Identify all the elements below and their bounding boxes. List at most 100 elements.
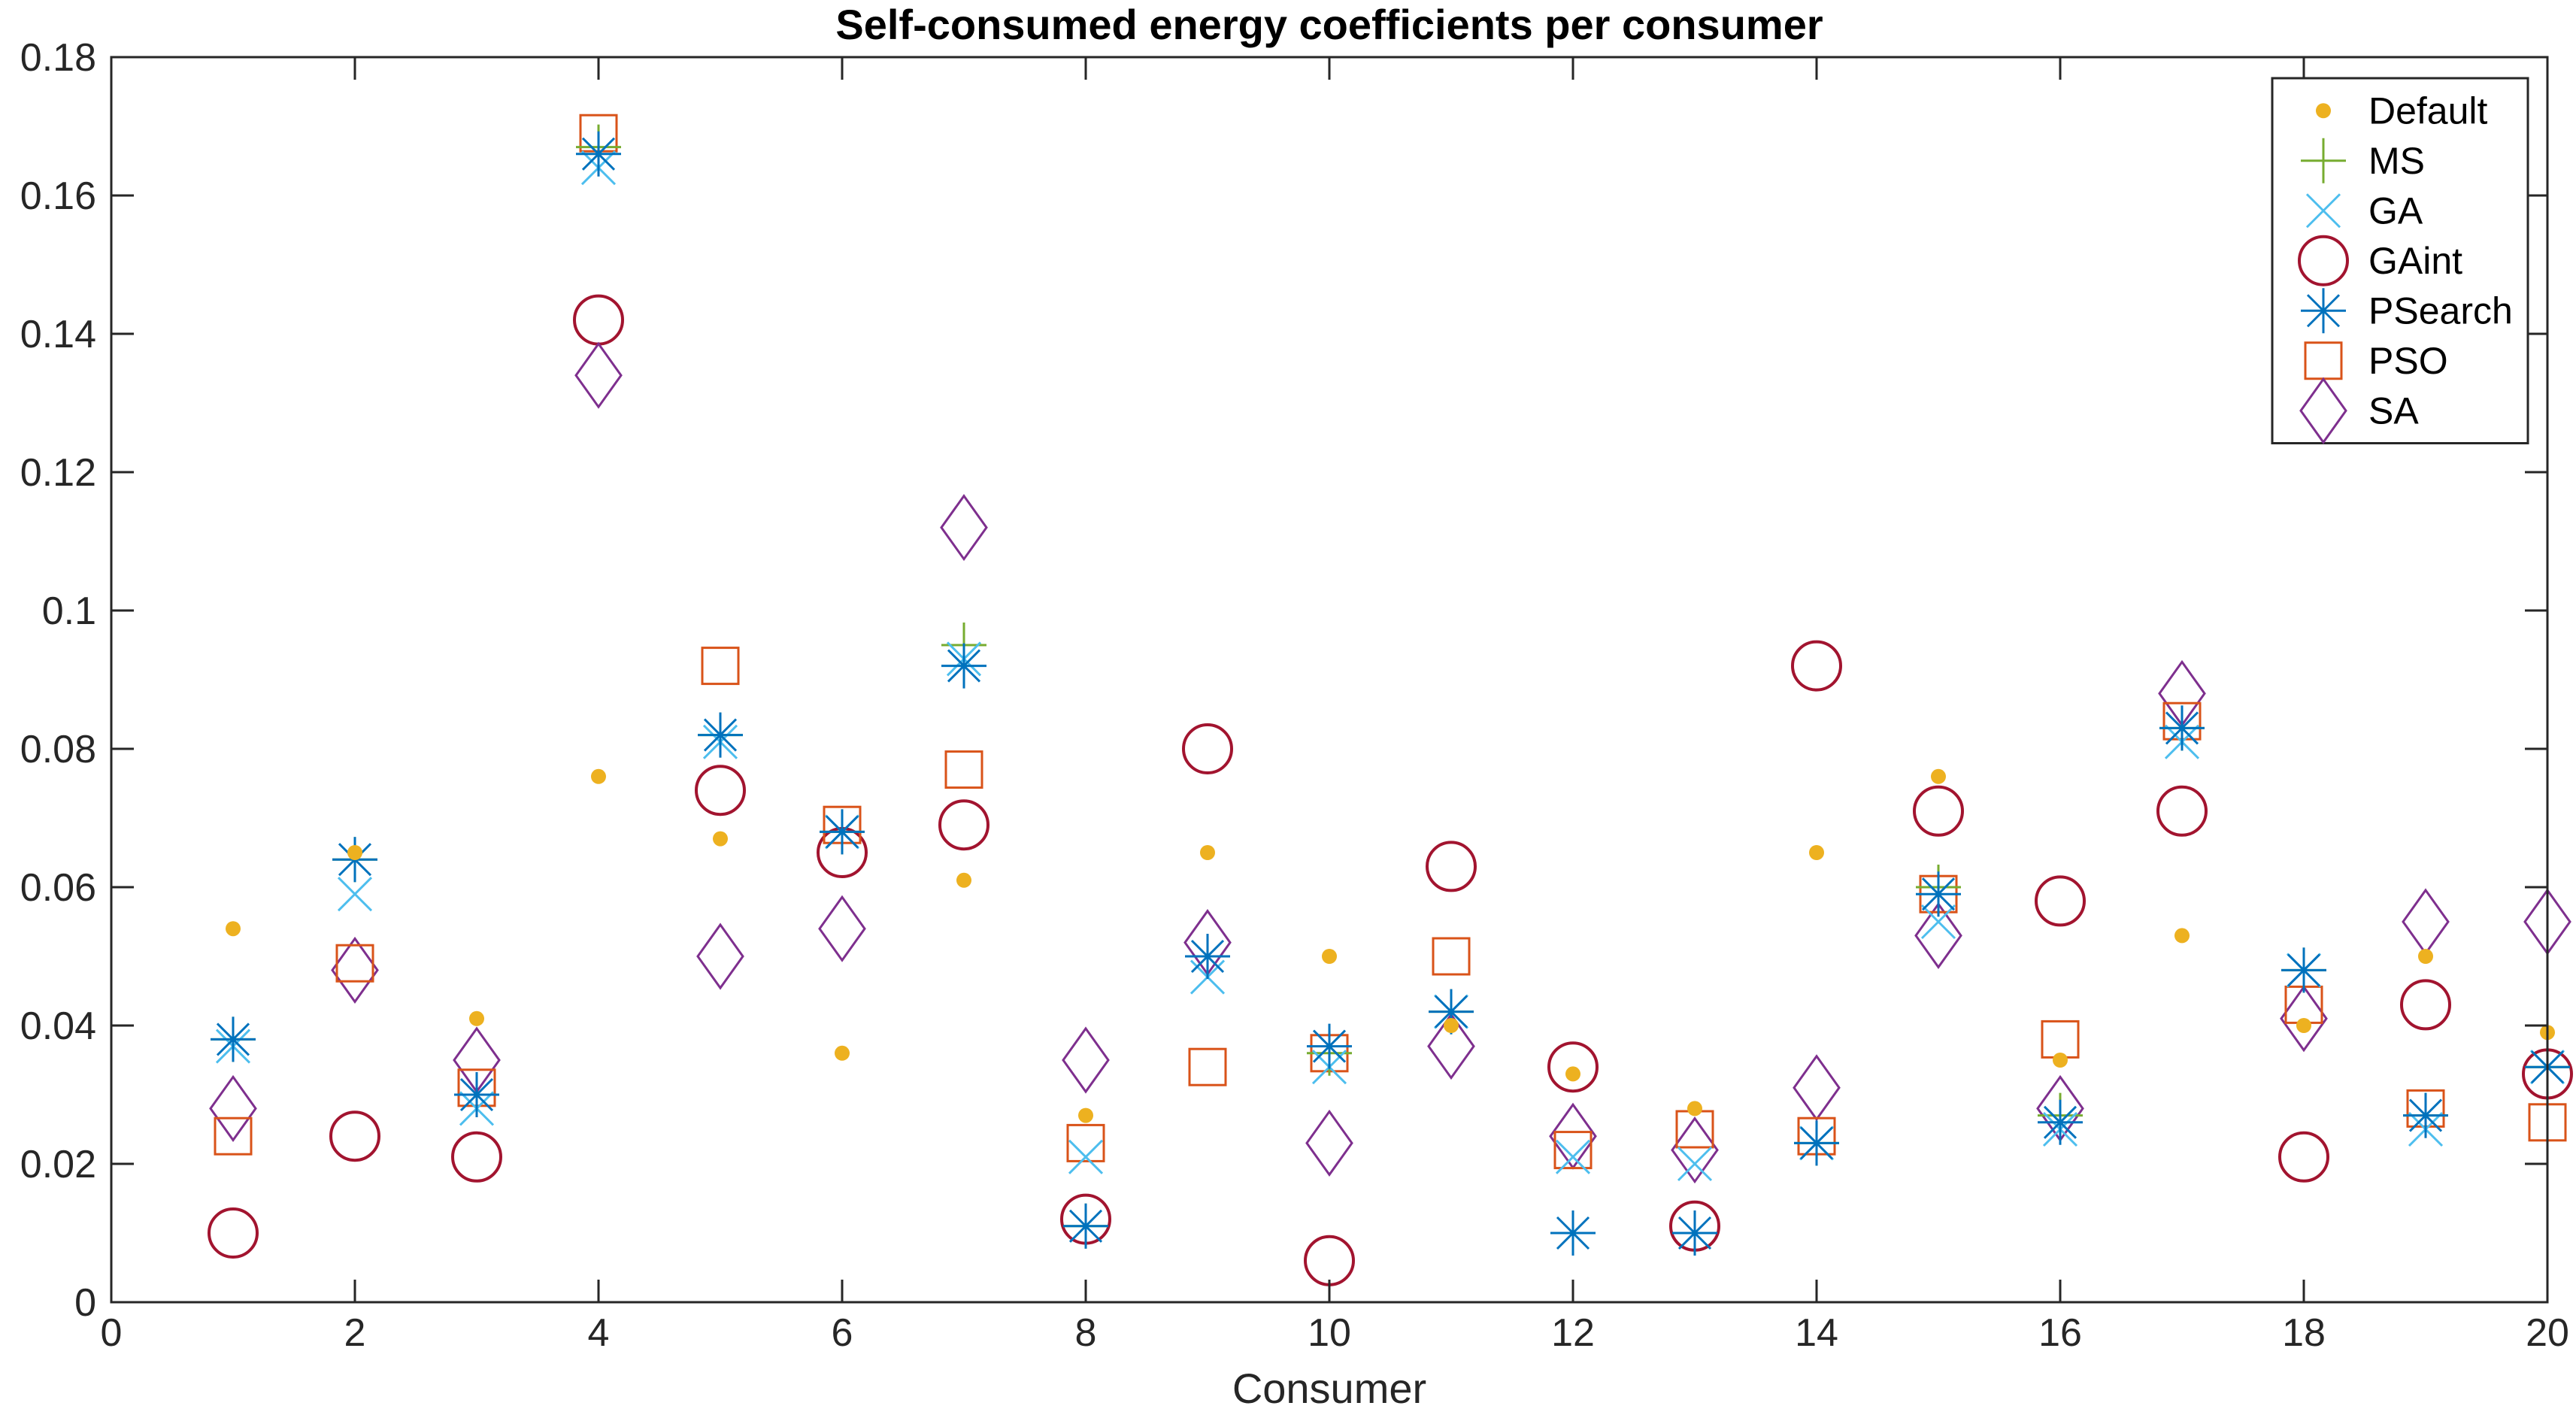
point-psearch-7 [941,643,986,689]
point-default-14 [1809,845,1824,860]
x-tick-label: 16 [2038,1311,2082,1355]
point-psearch-13 [1672,1210,1717,1256]
point-psearch-5 [698,712,743,758]
point-sa-13 [1671,1116,1719,1184]
x-axis-label: Consumer [1232,1365,1426,1412]
legend-marker-ms [2301,138,2346,183]
x-tick-label: 2 [344,1311,366,1355]
point-gaint-1 [208,1207,259,1259]
point-default-6 [835,1045,850,1061]
legend-label-gaint: GAint [2368,240,2462,282]
y-tick-label: 0.18 [20,36,96,80]
x-tick-label: 8 [1075,1311,1097,1355]
legend: Default MS GA GAint PSearch PSO SA [2271,77,2529,444]
point-pso-8 [1066,1123,1105,1162]
x-tick-label: 6 [832,1311,853,1355]
point-default-8 [1078,1107,1093,1123]
point-psearch-6 [820,809,865,855]
point-pso-2 [335,944,374,983]
point-psearch-4 [576,131,621,177]
point-psearch-11 [1429,989,1474,1035]
y-tick-label: 0.16 [20,174,96,218]
data-marks [208,114,2573,1286]
x-tick-label: 4 [588,1311,610,1355]
point-gaint-2 [329,1110,380,1162]
point-ga-15 [1920,904,1956,940]
point-default-9 [1200,845,1215,860]
legend-box [2271,77,2529,444]
legend-label-psearch: PSearch [2368,289,2513,332]
point-sa-5 [696,923,744,990]
y-tick-label: 0.1 [42,589,96,633]
legend-label-sa: SA [2368,389,2419,432]
point-gaint-7 [938,799,989,851]
point-default-10 [1322,949,1337,964]
point-ga-13 [1677,1146,1713,1182]
point-sa-11 [1427,1013,1475,1080]
y-tick-label: 0.14 [20,313,96,356]
point-psearch-1 [211,1016,256,1062]
legend-marker-sa [2299,377,2347,444]
legend-marker-ga [2305,193,2341,229]
legend-label-ms: MS [2368,140,2425,182]
point-psearch-14 [1794,1120,1839,1166]
point-default-16 [2053,1053,2068,1068]
point-pso-1 [214,1116,253,1156]
legend-label-pso: PSO [2368,340,2448,382]
plot-background [111,57,2547,1302]
point-psearch-8 [1063,1203,1108,1249]
point-default-12 [1565,1066,1580,1082]
point-psearch-16 [2038,1099,2083,1145]
point-default-15 [1931,768,1946,784]
legend-marker-default [2316,103,2331,119]
point-default-19 [2418,949,2433,964]
point-ga-12 [1555,1139,1591,1174]
point-gaint-9 [1182,723,1233,774]
x-tick-label: 0 [101,1311,123,1355]
point-default-13 [1687,1101,1702,1116]
point-default-2 [347,845,362,860]
point-gaint-19 [2400,979,2451,1031]
point-pso-12 [1553,1131,1593,1170]
x-tick-label: 12 [1551,1311,1595,1355]
y-tick-label: 0.12 [20,451,96,495]
point-default-17 [2174,928,2190,944]
point-default-5 [713,831,728,847]
point-sa-7 [940,494,988,562]
point-sa-15 [1914,901,1962,969]
point-pso-11 [1432,937,1471,976]
point-gaint-12 [1547,1041,1599,1093]
point-gaint-5 [695,765,746,817]
point-pso-9 [1188,1047,1227,1086]
point-sa-6 [818,895,866,962]
point-sa-4 [574,341,623,409]
point-sa-8 [1062,1026,1110,1094]
y-tick-label: 0 [74,1281,96,1325]
point-sa-10 [1305,1109,1353,1177]
x-tick-label: 10 [1308,1311,1351,1355]
point-default-11 [1444,1018,1459,1033]
point-gaint-11 [1426,841,1477,892]
y-tick-label: 0.06 [20,866,96,910]
point-gaint-3 [451,1131,502,1183]
point-gaint-17 [2156,785,2208,837]
point-psearch-15 [1916,871,1961,917]
point-gaint-16 [2035,875,2086,927]
point-gaint-15 [1913,785,1964,837]
legend-marker-psearch [2301,288,2346,334]
tick-labels: 0 2 4 6 8 10 12 14 16 18 20 0 0.02 0.04 0.06 0.08 0.1 0.1… [20,36,2569,1355]
point-psearch-18 [2281,947,2326,993]
legend-marker-gaint [2298,235,2349,286]
axes [110,56,2549,1304]
x-tick-label: 14 [1795,1311,1838,1355]
point-sa-2 [331,936,379,1004]
y-tick-label: 0.04 [20,1004,96,1048]
point-gaint-14 [1791,640,1842,692]
point-psearch-10 [1307,1023,1352,1069]
point-sa-14 [1793,1054,1841,1122]
point-ga-8 [1068,1139,1104,1174]
point-sa-18 [2280,985,2328,1053]
point-gaint-18 [2278,1131,2329,1183]
point-default-3 [469,1010,484,1026]
